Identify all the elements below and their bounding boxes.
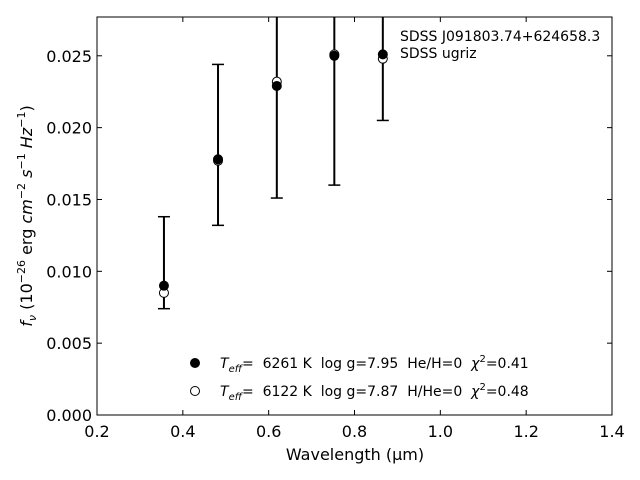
x-tick-label-5: 1.2 bbox=[513, 422, 538, 441]
x-tick-label-3: 0.8 bbox=[342, 422, 367, 441]
x-axis-title: Wavelength (μm) bbox=[286, 445, 424, 464]
y-tick-label-1: 0.005 bbox=[46, 334, 92, 353]
legend: Teff= 6261 K log g=7.95 He/H=0 χ2=0.41 T… bbox=[190, 354, 529, 403]
y-axis-ticks: 0.000 0.005 0.010 0.015 0.020 0.025 bbox=[46, 47, 612, 425]
error-bar-2 bbox=[270, 17, 283, 199]
y-tick-label-4: 0.020 bbox=[46, 119, 92, 138]
point-filled-1 bbox=[213, 154, 224, 165]
x-tick-label-1: 0.4 bbox=[170, 422, 195, 441]
annotation-survey: SDSS ugriz bbox=[400, 46, 477, 62]
point-filled-2 bbox=[271, 80, 282, 91]
plot-area bbox=[96, 16, 613, 416]
error-bars bbox=[157, 17, 389, 310]
x-tick-label-0: 0.2 bbox=[84, 422, 109, 441]
y-tick-label-2: 0.010 bbox=[46, 262, 92, 281]
x-axis-ticks: 0.2 0.4 0.6 0.8 1.0 1.2 1.4 bbox=[84, 17, 625, 441]
legend-marker-filled bbox=[190, 358, 200, 368]
y-tick-label-0: 0.000 bbox=[46, 406, 92, 425]
y-tick-label-3: 0.015 bbox=[46, 190, 92, 209]
y-tick-label-5: 0.025 bbox=[46, 47, 92, 66]
y-axis-title: fν (10−26 erg cm−2 s−1 Hz−1) bbox=[15, 105, 39, 326]
legend-entry-2: Teff= 6122 K log g=7.87 H/He=0 χ2=0.48 bbox=[220, 382, 529, 403]
point-filled-3 bbox=[329, 50, 340, 61]
x-tick-label-4: 1.0 bbox=[428, 422, 453, 441]
x-tick-label-6: 1.4 bbox=[599, 422, 624, 441]
error-bar-3 bbox=[328, 17, 341, 186]
point-filled-0 bbox=[158, 280, 169, 291]
legend-marker-open bbox=[190, 386, 200, 396]
point-filled-4 bbox=[377, 49, 388, 60]
error-bar-1 bbox=[212, 63, 225, 227]
error-bar-4 bbox=[376, 17, 389, 122]
data-points bbox=[158, 49, 388, 298]
annotation-object: SDSS J091803.74+624658.3 bbox=[400, 29, 600, 45]
legend-entry-1: Teff= 6261 K log g=7.95 He/H=0 χ2=0.41 bbox=[220, 354, 529, 375]
x-tick-label-2: 0.6 bbox=[256, 422, 281, 441]
